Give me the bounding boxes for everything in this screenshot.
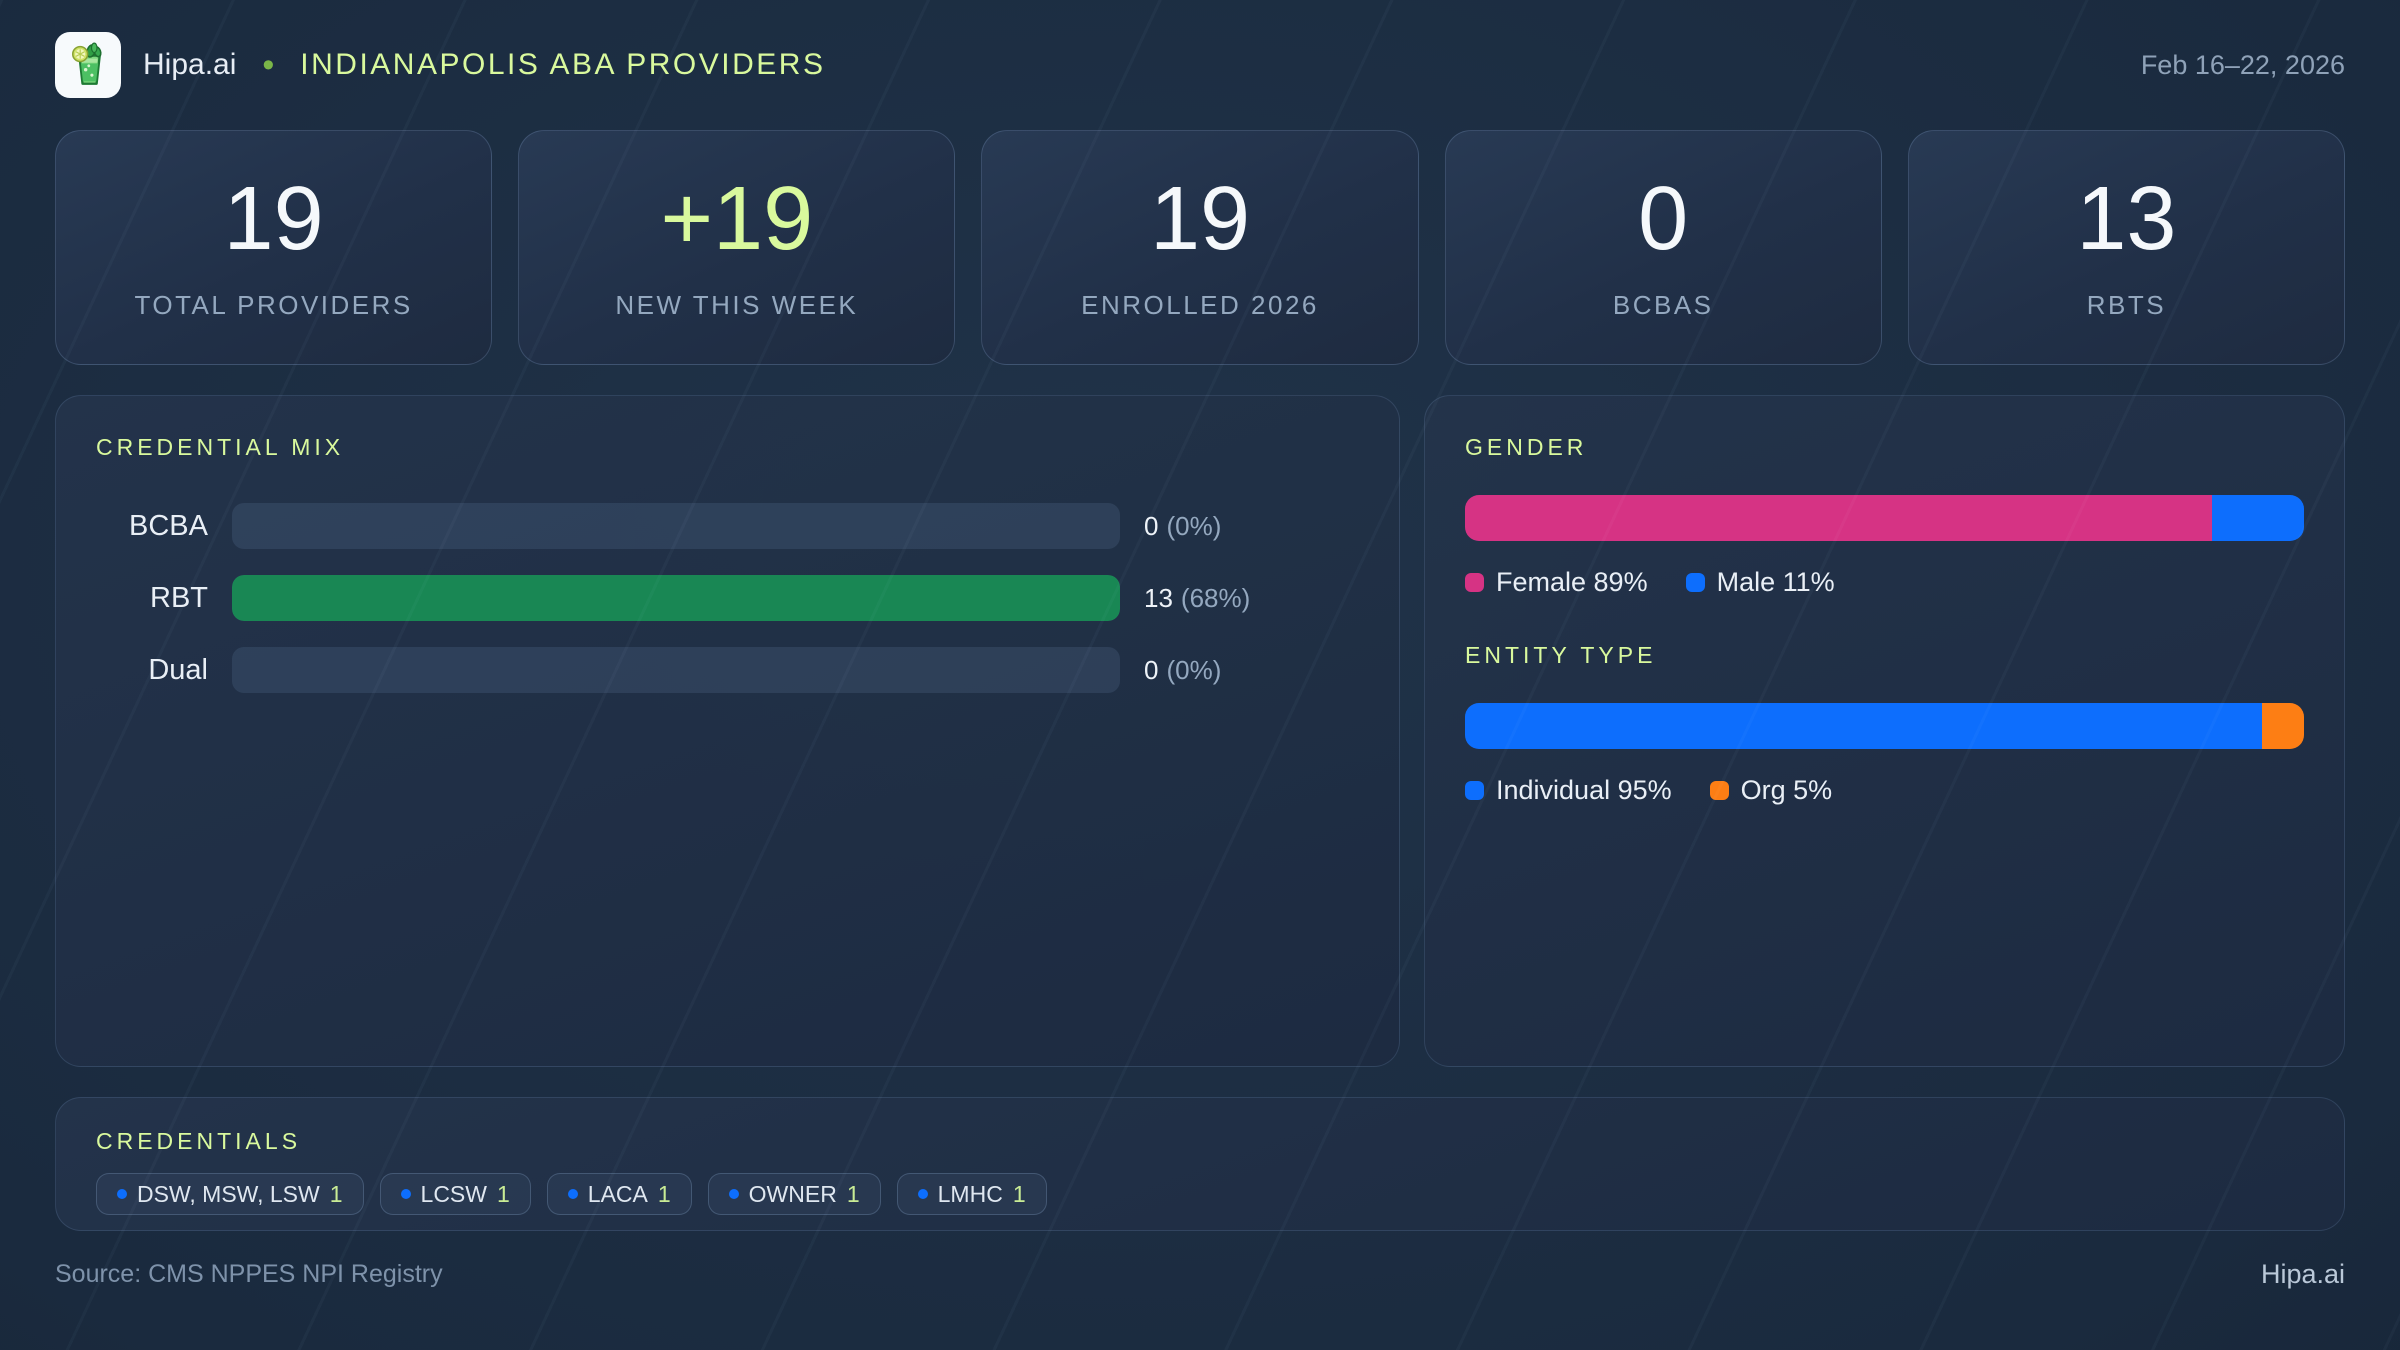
chip-dot-icon xyxy=(917,1189,928,1199)
credential-row-label: RBT xyxy=(150,581,208,614)
gender-legend: Female 89% Male 11% xyxy=(1465,567,2304,598)
credential-row-value: 0 (0%) xyxy=(1144,511,1221,542)
legend-item: Individual 95% xyxy=(1465,775,1672,806)
credential-chip: LMHC 1 xyxy=(896,1173,1047,1215)
stat-label: BCBAS xyxy=(1612,290,1714,320)
stat-card: 19 ENROLLED 2026 xyxy=(981,130,1419,365)
legend-label: Individual 95% xyxy=(1496,775,1672,805)
value-percent: (0%) xyxy=(1166,510,1222,541)
entity-type-stacked-bar xyxy=(1465,703,2304,749)
stat-value: +19 xyxy=(660,169,814,269)
credential-mix-panel: CREDENTIAL MIX BCBA 0 (0%) RBT 13 (68%) Dual 0(… xyxy=(55,395,1400,1067)
chip-dot-icon xyxy=(728,1189,739,1199)
credential-row-label: Dual xyxy=(148,653,208,686)
bar-track xyxy=(232,647,1120,693)
stat-label: ENROLLED 2026 xyxy=(1081,290,1319,320)
stat-label: TOTAL PROVIDERS xyxy=(134,290,413,320)
value-percent: (68%) xyxy=(1180,582,1251,613)
main-content: CREDENTIAL MIX BCBA 0 (0%) RBT 13 (68%) Dual 0(… xyxy=(55,395,2345,1067)
stat-label: RBTS xyxy=(2086,290,2167,320)
chip-count: 1 xyxy=(1012,1180,1026,1207)
legend-swatch xyxy=(1465,573,1484,592)
stat-card: 0 BCBAS xyxy=(1444,130,1882,365)
stat-value: 19 xyxy=(223,169,324,269)
mojito-glass-icon xyxy=(71,42,102,85)
chip-label: LMHC xyxy=(937,1180,1003,1207)
credential-chip: DSW, MSW, LSW 1 xyxy=(96,1173,364,1215)
legend-label: Male 11% xyxy=(1716,567,1835,597)
legend-swatch xyxy=(1709,781,1729,800)
entity_type-segment xyxy=(1465,703,2263,749)
credentials-title: CREDENTIALS xyxy=(96,1128,302,1154)
credential-mix-title: CREDENTIAL MIX xyxy=(96,434,345,460)
stat-value: 0 xyxy=(1638,169,1689,269)
legend-item: Male 11% xyxy=(1685,567,1835,598)
brand-group: Hipa.ai • INDIANAPOLIS ABA PROVIDERS xyxy=(55,32,825,98)
header: Hipa.ai • INDIANAPOLIS ABA PROVIDERS Feb… xyxy=(55,30,2345,100)
entity-type-title: ENTITY TYPE xyxy=(1465,642,1657,668)
chip-dot-icon xyxy=(567,1189,578,1199)
stat-label: NEW THIS WEEK xyxy=(615,290,859,320)
bar-track xyxy=(232,575,1120,621)
separator-dot: • xyxy=(262,46,275,84)
chip-dot-icon xyxy=(400,1189,411,1199)
legend-swatch xyxy=(1465,781,1484,800)
chip-label: LCSW xyxy=(420,1180,487,1207)
footer: Source: CMS NPPES NPI Registry Hipa.ai xyxy=(55,1259,2345,1290)
credentials-chips: DSW, MSW, LSW 1 LCSW 1 LACA 1 OWNER 1 LMHC 1 xyxy=(96,1173,2304,1215)
credential-chip: LACA 1 xyxy=(546,1173,692,1215)
credential-mix-chart: BCBA 0 (0%) RBT 13 (68%) Dual 0 (0%) xyxy=(96,503,1359,693)
brand-name: Hipa.ai xyxy=(143,48,237,81)
chip-count: 1 xyxy=(329,1180,343,1207)
credential-row: RBT 13 (68%) xyxy=(96,575,1359,621)
stat-value: 19 xyxy=(1149,169,1251,269)
page-title: INDIANAPOLIS ABA PROVIDERS xyxy=(300,48,826,81)
date-range: Feb 16–22, 2026 xyxy=(2140,49,2345,80)
credential-row-value: 0 (0%) xyxy=(1144,655,1221,686)
gender-segment xyxy=(1465,495,2212,541)
gender-stacked-bar xyxy=(1465,495,2304,541)
credential-chip: OWNER 1 xyxy=(707,1173,881,1215)
stat-card: +19 NEW THIS WEEK xyxy=(518,130,956,365)
credentials-panel: CREDENTIALS DSW, MSW, LSW 1 LCSW 1 LACA 1 OWNE… xyxy=(55,1097,2345,1231)
stat-value: 13 xyxy=(2076,169,2177,269)
value-count: 0 xyxy=(1144,654,1159,685)
gender-title: GENDER xyxy=(1465,434,1588,460)
legend-label: Female 89% xyxy=(1496,567,1648,597)
value-percent: (0%) xyxy=(1166,654,1222,685)
app-logo xyxy=(55,32,121,98)
chip-label: OWNER xyxy=(748,1180,837,1207)
footer-brand: Hipa.ai xyxy=(2260,1259,2345,1289)
credential-row: BCBA 0 (0%) xyxy=(96,503,1359,549)
chip-dot-icon xyxy=(117,1189,127,1199)
chip-count: 1 xyxy=(657,1180,671,1207)
legend-item: Org 5% xyxy=(1709,775,1833,806)
chip-count: 1 xyxy=(846,1180,860,1207)
entity-type-legend: Individual 95% Org 5% xyxy=(1465,775,2304,806)
chip-label: LACA xyxy=(587,1180,648,1207)
bar-fill xyxy=(232,575,1120,621)
credential-row: Dual 0 (0%) xyxy=(96,647,1359,693)
legend-swatch xyxy=(1685,573,1705,592)
credential-row-label: BCBA xyxy=(129,509,208,542)
legend-label: Org 5% xyxy=(1740,775,1833,805)
gender-segment xyxy=(2211,495,2304,541)
stat-card: 19 TOTAL PROVIDERS xyxy=(55,130,493,365)
credential-row-value: 13 (68%) xyxy=(1144,583,1250,614)
source-text: Source: CMS NPPES NPI Registry xyxy=(55,1260,443,1288)
entity_type-segment xyxy=(2262,703,2304,749)
bar-track xyxy=(232,503,1120,549)
chip-label: DSW, MSW, LSW xyxy=(137,1180,320,1207)
legend-item: Female 89% xyxy=(1465,567,1648,598)
chip-count: 1 xyxy=(496,1180,510,1207)
credential-chip: LCSW 1 xyxy=(379,1173,531,1215)
value-count: 0 xyxy=(1144,510,1159,541)
stats-row: 19 TOTAL PROVIDERS +19 NEW THIS WEEK 19 ENROL… xyxy=(55,130,2346,365)
value-count: 13 xyxy=(1144,582,1173,613)
stat-card: 13 RBTS xyxy=(1907,130,2346,365)
demographics-panel: GENDER Female 89% Male 11% ENTITY TYPE In… xyxy=(1424,395,2345,1067)
